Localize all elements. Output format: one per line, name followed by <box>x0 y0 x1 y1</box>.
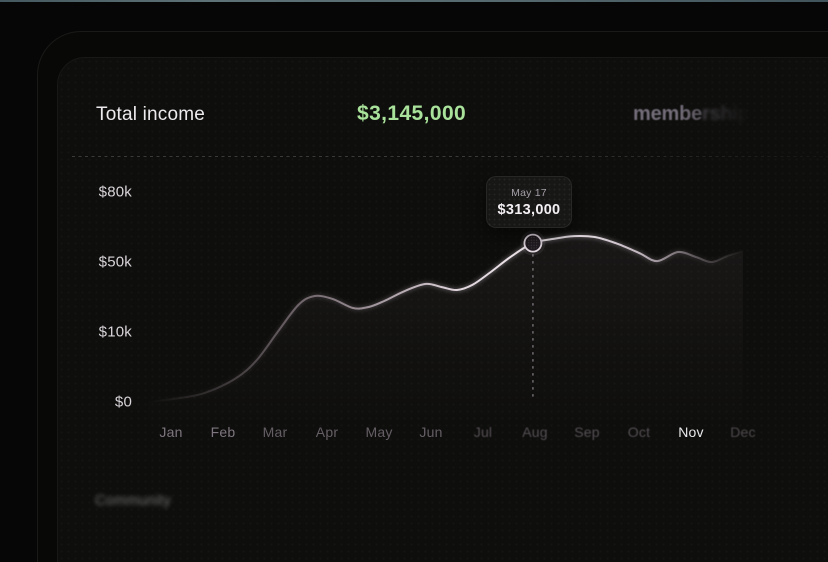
brand-logo: membership <box>633 103 750 126</box>
x-tick-label-aug: Aug <box>522 424 548 440</box>
y-tick-label: $0 <box>114 393 132 411</box>
sidebar-item-community[interactable]: Community <box>95 493 172 509</box>
total-income-value: $3,145,000 <box>357 102 467 125</box>
x-tick-label-feb: Feb <box>210 424 236 440</box>
income-area-fill <box>147 235 744 438</box>
tooltip-date: May 17 <box>511 186 547 199</box>
y-axis-labels: $80k $50k $10k $0 <box>60 0 132 562</box>
brand-logo-text: membe <box>633 103 703 125</box>
brand-logo-text-faded: rship <box>702 103 750 125</box>
x-tick-label-apr: Apr <box>315 424 339 440</box>
x-tick-label-nov: Nov <box>678 424 704 440</box>
x-tick-label-jun: Jun <box>419 424 443 440</box>
card-title: Total income <box>96 104 206 125</box>
y-tick-label: $80k <box>98 183 132 201</box>
window-top-strip <box>0 0 828 2</box>
x-tick-label-jan: Jan <box>159 424 183 440</box>
x-tick-label-may: May <box>365 424 393 440</box>
x-tick-label-oct: Oct <box>627 424 651 440</box>
chart-tooltip: May 17 $313,000 <box>486 176 572 228</box>
y-tick-label: $50k <box>98 253 132 271</box>
header-divider <box>72 156 828 157</box>
income-line <box>146 234 744 403</box>
x-tick-label-dec: Dec <box>730 424 756 440</box>
x-tick-label-mar: Mar <box>262 424 288 440</box>
x-tick-label-sep: Sep <box>574 424 600 440</box>
x-tick-label-jul: Jul <box>473 424 493 440</box>
tooltip-value: $313,000 <box>497 201 561 218</box>
data-point-marker[interactable] <box>520 230 546 256</box>
y-tick-label: $10k <box>98 323 132 341</box>
